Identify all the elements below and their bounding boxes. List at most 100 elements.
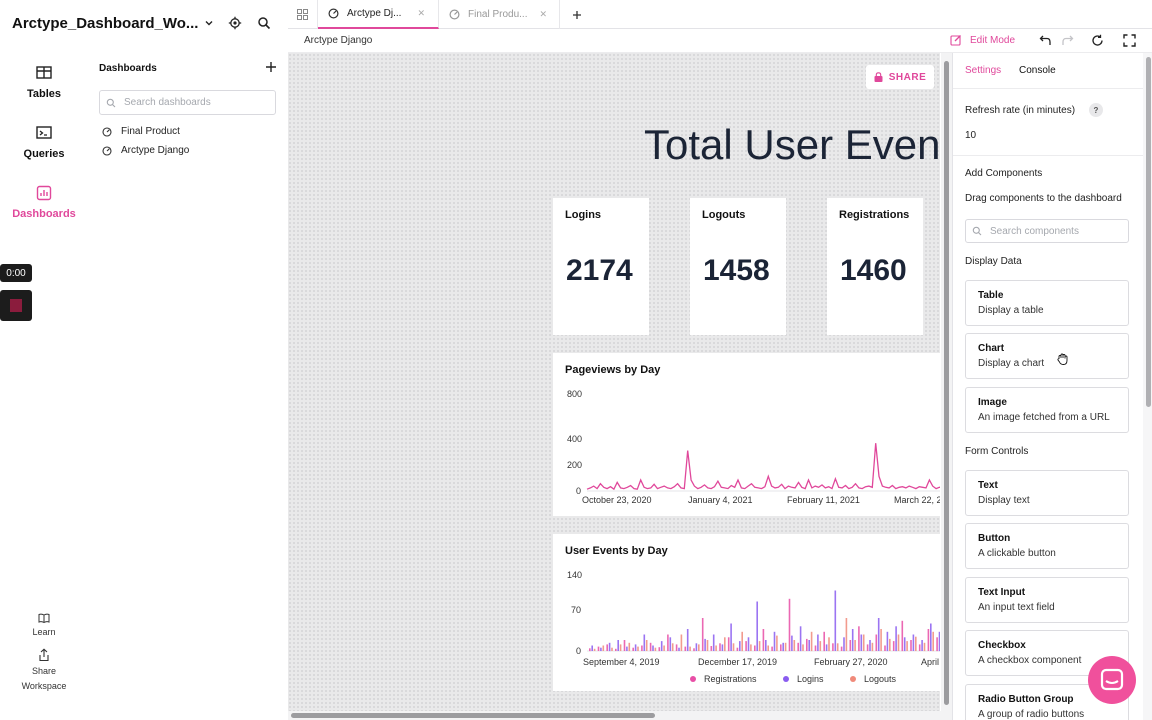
bar-logouts (802, 644, 804, 651)
bar-logouts (637, 646, 639, 651)
rail-item-dashboards[interactable]: Dashboards (0, 184, 88, 220)
bar-registrations (632, 647, 634, 651)
bar-logins (669, 637, 672, 652)
tab-arctype-django[interactable]: Arctype Dj... ✕ (318, 0, 439, 29)
bar-logouts (715, 645, 717, 651)
tab-grid[interactable] (288, 0, 318, 29)
component-chart[interactable]: Chart Display a chart (965, 333, 1129, 379)
bar-logouts (767, 645, 769, 651)
y-tick-label: 140 (567, 570, 582, 580)
bar-logouts (758, 641, 761, 651)
help-icon[interactable]: ? (1089, 103, 1103, 117)
bar-logouts (663, 645, 665, 651)
dashboard-search-input[interactable]: Search dashboards (99, 90, 276, 115)
panel-tabs: Settings Console (953, 53, 1143, 89)
bar-registrations (745, 641, 747, 651)
y-tick-label: 200 (567, 460, 582, 470)
bar-logouts (732, 643, 735, 651)
bar-logins (930, 623, 932, 651)
canvas-horizontal-scrollbar[interactable] (288, 711, 952, 720)
settings-gear-icon[interactable] (228, 16, 242, 30)
grid-icon (297, 9, 308, 20)
x-tick-label: February 27, 2020 (814, 657, 888, 667)
stop-recording-button[interactable] (0, 290, 32, 321)
dashboard-canvas[interactable]: SHARE Total User Events Logins 2174 Logo… (288, 53, 940, 711)
bar-logouts (724, 637, 726, 652)
redo-icon[interactable] (1061, 34, 1074, 47)
dashboard-toolbar: Arctype Django Edit Mode (288, 29, 1152, 53)
component-desc: Display a table (978, 305, 1044, 316)
refresh-rate-value[interactable]: 10 (965, 130, 977, 141)
component-table[interactable]: Table Display a table (965, 280, 1129, 326)
component-button[interactable]: Button A clickable button (965, 523, 1129, 569)
search-icon[interactable] (257, 16, 271, 30)
workspace-title[interactable]: Arctype_Dashboard_Wo... (12, 14, 199, 32)
component-image[interactable]: Image An image fetched from a URL (965, 387, 1129, 433)
bar-registrations (727, 637, 730, 652)
bar-registrations (771, 646, 773, 651)
dashboard-title[interactable]: Total User Events (644, 121, 940, 168)
tab-settings[interactable]: Settings (965, 65, 1002, 76)
bar-logouts (689, 646, 691, 651)
bar-logouts (784, 642, 787, 652)
sidebar-item-arctype-django[interactable]: Arctype Django (102, 145, 189, 156)
panel-scrollbar[interactable] (1143, 53, 1152, 720)
refresh-icon[interactable] (1091, 34, 1104, 47)
bar-logouts (706, 640, 709, 651)
bar-logouts (932, 631, 934, 652)
component-search-input[interactable]: Search components (965, 219, 1129, 243)
kpi-card-registrations[interactable]: Registrations 1460 (827, 198, 923, 335)
rail-item-share-workspace[interactable]: Share Workspace (0, 648, 88, 694)
share-button[interactable]: SHARE (866, 65, 934, 89)
bar-registrations (710, 646, 713, 651)
bar-logouts (906, 641, 908, 651)
close-tab-icon[interactable]: ✕ (417, 8, 426, 18)
rail-item-label: Queries (23, 148, 65, 160)
rail-item-tables[interactable]: Tables (0, 64, 88, 100)
scrollbar-thumb[interactable] (1146, 57, 1151, 407)
add-dashboard-icon[interactable] (264, 60, 280, 76)
pageviews-chart-card[interactable]: Pageviews by Day 800 400 200 0 October 2… (553, 353, 940, 516)
undo-icon[interactable] (1039, 34, 1052, 47)
tab-console[interactable]: Console (1019, 65, 1056, 76)
tab-label: Final Produ... (468, 9, 528, 20)
close-tab-icon[interactable]: ✕ (539, 9, 548, 19)
bar-registrations (814, 645, 817, 651)
x-tick-label: February 11, 2021 (787, 495, 860, 505)
bar-logouts (810, 631, 813, 652)
x-tick-label: December 17, 2019 (698, 657, 777, 667)
rail-item-learn[interactable]: Learn (0, 612, 88, 637)
bar-logouts (836, 643, 839, 651)
dashboards-sidebar: Dashboards Search dashboards Final Produ… (88, 46, 288, 720)
fullscreen-icon[interactable] (1123, 34, 1136, 47)
edit-mode-label: Edit Mode (970, 34, 1016, 46)
canvas-vertical-scrollbar[interactable] (941, 53, 952, 711)
user-events-chart-card[interactable]: User Events by Day 140 70 0 September 4,… (553, 534, 940, 691)
bar-logins (730, 623, 732, 651)
bar-logouts (741, 631, 743, 652)
scrollbar-thumb[interactable] (291, 713, 655, 718)
tab-final-product[interactable]: Final Produ... ✕ (439, 0, 560, 29)
sidebar-item-final-product[interactable]: Final Product (102, 126, 180, 137)
user-events-chart: 140 70 0 September 4, 2019 December 17, … (567, 570, 940, 684)
scrollbar-thumb[interactable] (944, 61, 949, 705)
kpi-card-logins[interactable]: Logins 2174 (553, 198, 649, 335)
chat-support-button[interactable] (1088, 656, 1136, 704)
add-components-hint: Drag components to the dashboard (965, 193, 1122, 204)
component-text[interactable]: Text Display text (965, 470, 1129, 516)
bar-registrations (684, 646, 687, 651)
dashboard-gauge-icon (449, 9, 460, 20)
component-text-input[interactable]: Text Input An input text field (965, 577, 1129, 623)
component-desc: A clickable button (978, 548, 1056, 559)
bar-logouts (793, 640, 796, 651)
bar-logins (739, 641, 741, 651)
bar-registrations (936, 637, 938, 652)
new-tab-button[interactable] (560, 0, 594, 29)
rail-item-queries[interactable]: Queries (0, 124, 88, 160)
settings-panel: Settings Console Refresh rate (in minute… (952, 53, 1152, 720)
edit-mode-button[interactable]: Edit Mode (950, 34, 1015, 46)
kpi-value: 2174 (566, 254, 633, 287)
kpi-card-logouts[interactable]: Logouts 1458 (690, 198, 786, 335)
chevron-down-icon[interactable] (204, 18, 214, 28)
bar-logouts (619, 644, 622, 651)
